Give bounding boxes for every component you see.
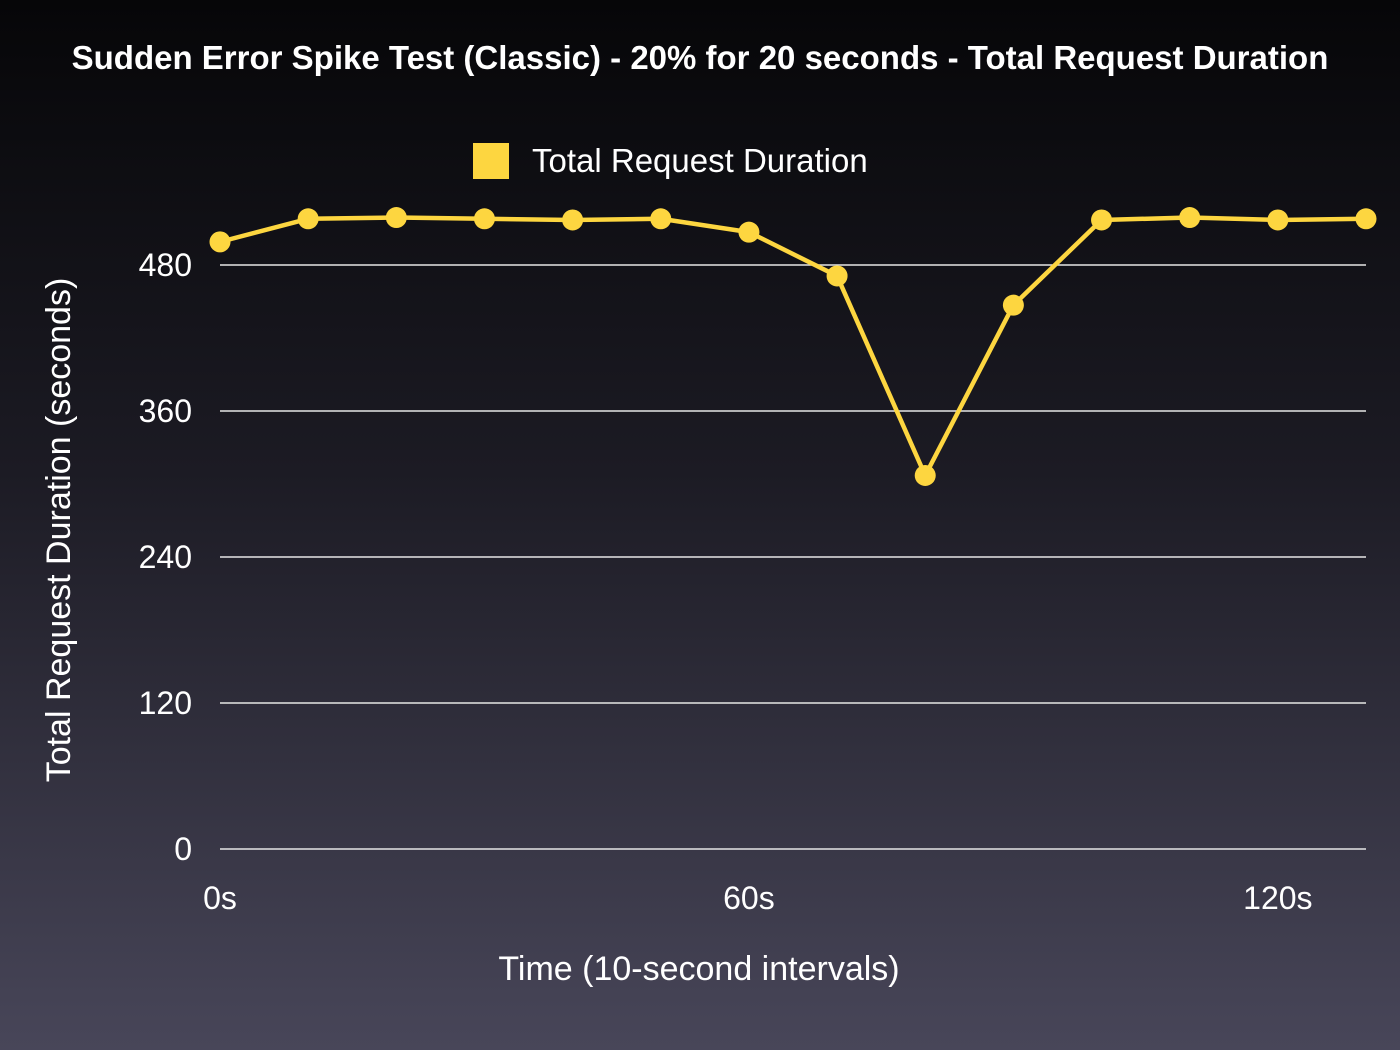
data-point-80: [914, 464, 936, 486]
y-axis-ticks: 0 120 240 360 480: [139, 247, 192, 867]
data-point-90: [1002, 294, 1024, 316]
data-point-0: [209, 231, 231, 253]
data-point-100: [1091, 209, 1113, 231]
data-point-110: [1179, 207, 1201, 229]
data-point-120: [1267, 209, 1289, 231]
data-point-10: [297, 208, 319, 230]
gridlines: [220, 264, 1366, 850]
y-axis-label: Total Request Duration (seconds): [40, 278, 78, 783]
x-tick-label-120: 120s: [1243, 880, 1312, 916]
series-total-request-duration: [209, 207, 1377, 486]
chart-title: Sudden Error Spike Test (Classic) - 20% …: [72, 39, 1329, 76]
data-point-40: [562, 209, 584, 231]
y-tick-label-480: 480: [139, 247, 192, 283]
y-tick-label-240: 240: [139, 539, 192, 575]
x-axis-label: Time (10-second intervals): [498, 950, 899, 988]
legend: Total Request Duration: [473, 142, 868, 179]
x-tick-label-0: 0s: [203, 880, 237, 916]
y-tick-label-360: 360: [139, 393, 192, 429]
data-point-70: [826, 265, 848, 287]
data-point-20: [385, 207, 407, 229]
data-point-60: [738, 221, 760, 243]
series-line: [219, 215, 1367, 478]
y-tick-label-120: 120: [139, 685, 192, 721]
y-tick-label-0: 0: [174, 831, 192, 867]
legend-swatch: [473, 143, 509, 179]
data-point-30: [473, 208, 495, 230]
legend-label: Total Request Duration: [532, 142, 868, 179]
x-tick-label-60: 60s: [723, 880, 775, 916]
data-point-50: [650, 208, 672, 230]
data-point-130: [1355, 208, 1377, 230]
x-axis-ticks: 0s 60s 120s: [203, 880, 1312, 916]
